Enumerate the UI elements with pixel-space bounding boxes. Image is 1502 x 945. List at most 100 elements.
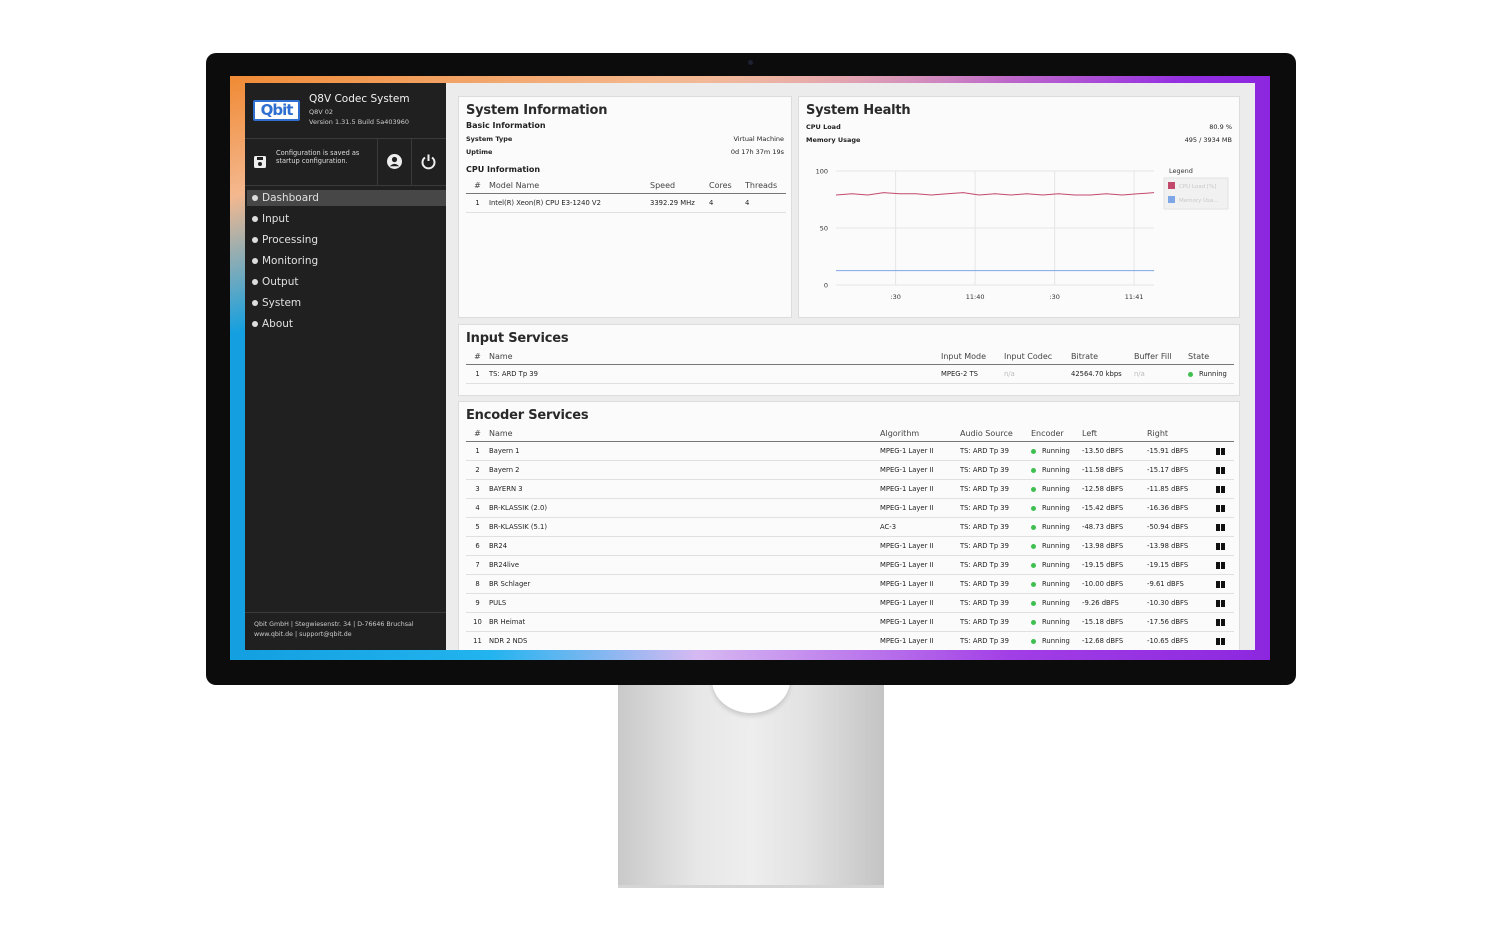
table-cell: -13.50 dBFS [1082, 441, 1147, 461]
cell-text: -15.91 dBFS [1147, 447, 1189, 455]
table-cell: MPEG-1 Layer II [880, 574, 960, 594]
table-row: 1 Intel(R) Xeon(R) CPU E3-1240 V2 3392.29 … [466, 193, 786, 213]
column-header: Model Name [489, 178, 650, 194]
table-cell: Bayern 1 [489, 441, 880, 461]
level-cell [1216, 612, 1234, 632]
table-cell: 3392.29 MHz [650, 193, 709, 213]
table-body: 1 Intel(R) Xeon(R) CPU E3-1240 V2 3392.29 … [466, 193, 786, 213]
main-content: System Information Basic Information Sys… [446, 83, 1255, 650]
cell-text: 2 [475, 466, 480, 474]
footer-address: Qbit GmbH | Stegwiesenstr. 34 | D-76646 … [254, 621, 414, 628]
status-dot [1031, 562, 1036, 568]
table-cell: Running [1031, 479, 1082, 499]
cell-text: 1 [475, 447, 480, 455]
column-header: # [466, 426, 489, 442]
info-row: Memory Usage 495 / 3934 MB [806, 136, 1232, 144]
info-row: Uptime 0d 17h 37m 19s [466, 148, 784, 156]
cell-text: -10.65 dBFS [1147, 637, 1189, 645]
cell-text: -11.58 dBFS [1082, 466, 1124, 474]
user-button[interactable] [386, 153, 403, 170]
table-head: # Name Input Mode Input Codec Bitrate Buffer … [466, 349, 1234, 365]
cell-text: PULS [489, 599, 507, 607]
level-cell [1216, 517, 1234, 537]
cell-text: BR24 [489, 542, 508, 550]
cell-text: MPEG-1 Layer II [880, 542, 934, 550]
info-row: CPU Load 80.9 % [806, 123, 1232, 131]
nav-item[interactable]: Output [247, 274, 446, 290]
table-body: 1 Bayern 1 MPEG-1 Layer II TS: ARD Tp 39 Run… [466, 441, 1234, 650]
table-cell: -10.65 dBFS [1147, 631, 1216, 650]
status-dot [1031, 467, 1036, 473]
level-bar [1221, 504, 1225, 512]
level-bar [1221, 542, 1225, 550]
logo[interactable]: Qbit [253, 100, 300, 121]
cell-text: NDR 2 NDS [489, 637, 528, 645]
table-cell: MPEG-1 Layer II [880, 460, 960, 480]
cell-text: -15.42 dBFS [1082, 504, 1124, 512]
camera [748, 60, 753, 65]
table-cell: TS: ARD Tp 39 [489, 364, 941, 384]
table-cell: Running [1031, 536, 1082, 556]
table-cell: -19.15 dBFS [1082, 555, 1147, 575]
cell-text: 5 [475, 523, 480, 531]
nav-item[interactable]: Monitoring [247, 253, 446, 269]
table-cell: -9.61 dBFS [1147, 574, 1216, 594]
cell-text: BAYERN 3 [489, 485, 523, 493]
table-cell: BR-KLASSIK (2.0) [489, 498, 880, 518]
column-header: Name [489, 426, 880, 442]
table-cell: 3 [466, 479, 489, 499]
table-cell: TS: ARD Tp 39 [960, 441, 1031, 461]
table-cell: Running [1031, 574, 1082, 594]
level-cell [1216, 536, 1234, 556]
table-cell: n/a [1004, 364, 1071, 384]
cell-text: BR24live [489, 561, 520, 569]
info-value: 80.9 % [1209, 123, 1232, 131]
cell-text: MPEG-1 Layer II [880, 447, 934, 455]
column-header: Right [1147, 426, 1216, 442]
table-cell: Running [1031, 498, 1082, 518]
level-cell [1216, 441, 1234, 461]
cell-text: -15.17 dBFS [1147, 466, 1189, 474]
nav-item[interactable]: Processing [247, 232, 446, 248]
table-cell: Bayern 2 [489, 460, 880, 480]
health-stats: CPU Load 80.9 % Memory Usage 495 / 3934 MB [806, 123, 1232, 144]
column-header: Encoder [1031, 426, 1082, 442]
table-cell: -10.30 dBFS [1147, 593, 1216, 613]
encoder-table: # Name Algorithm Audio Source Encoder Left Rig… [466, 426, 1234, 650]
table-cell: 4 [709, 193, 745, 213]
level-bar [1216, 637, 1220, 645]
info-row: System Type Virtual Machine [466, 135, 784, 143]
table-cell: 1 [466, 193, 489, 213]
table-cell: BAYERN 3 [489, 479, 880, 499]
nav-item[interactable]: System [247, 295, 446, 311]
cell-text: 3 [475, 485, 480, 493]
level-bar [1221, 580, 1225, 588]
cell-text: TS: ARD Tp 39 [489, 370, 538, 378]
table-cell: TS: ARD Tp 39 [960, 536, 1031, 556]
table-cell: NDR 2 NDS [489, 631, 880, 650]
cell-text: TS: ARD Tp 39 [960, 637, 1009, 645]
power-button[interactable] [420, 153, 437, 170]
cell-text: 42564.70 kbps [1071, 370, 1122, 378]
cell-text: Running [1042, 485, 1070, 493]
column-header: Threads [745, 178, 786, 194]
table-cell: -10.00 dBFS [1082, 574, 1147, 594]
level-bar [1216, 580, 1220, 588]
save-icon[interactable] [252, 154, 268, 170]
table-cell: TS: ARD Tp 39 [960, 460, 1031, 480]
nav-item[interactable]: Dashboard [247, 190, 446, 206]
cell-text: TS: ARD Tp 39 [960, 561, 1009, 569]
card-title: Encoder Services [466, 408, 589, 423]
cell-text: Running [1042, 637, 1070, 645]
header-row: # Name Input Mode Input Codec Bitrate Buffer … [466, 349, 1234, 365]
cell-text: -13.98 dBFS [1147, 542, 1189, 550]
cell-text: Bayern 2 [489, 466, 520, 474]
table-cell: MPEG-1 Layer II [880, 593, 960, 613]
nav-item[interactable]: About [247, 316, 446, 332]
nav-item[interactable]: Input [247, 211, 446, 227]
legend-swatch [1168, 196, 1175, 203]
column-header: # [466, 349, 489, 365]
column-header: Cores [709, 178, 745, 194]
status-dot [1031, 638, 1036, 644]
